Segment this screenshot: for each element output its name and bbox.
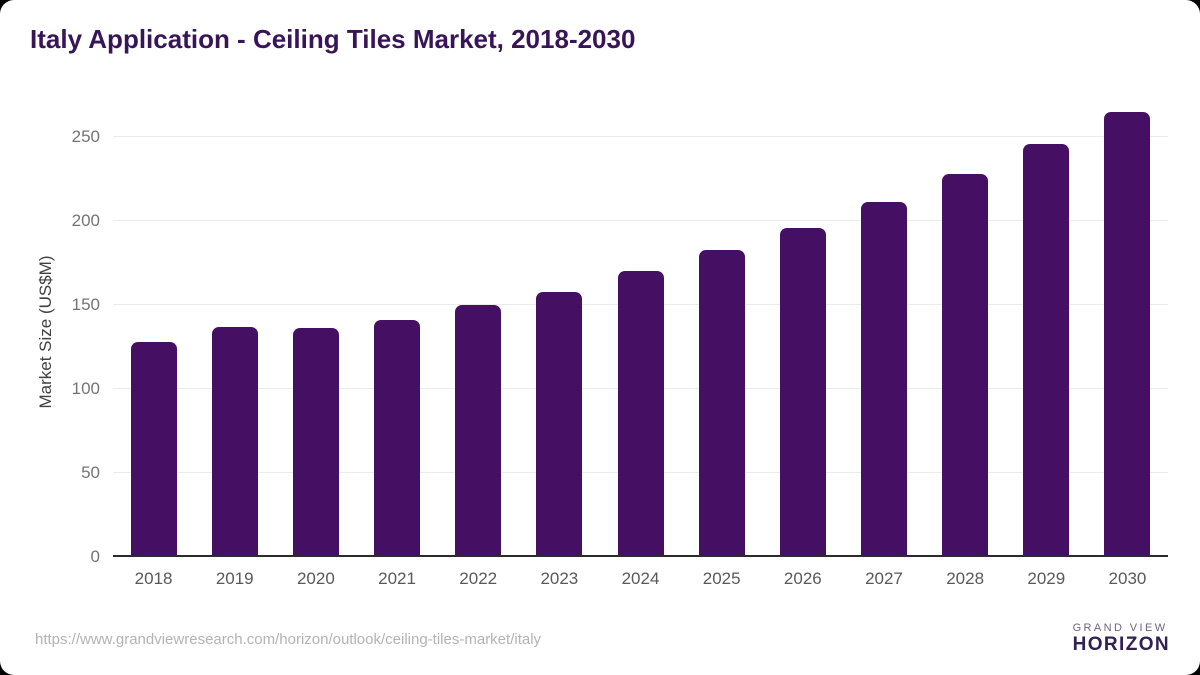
x-tick-label-2026: 2026	[783, 569, 822, 588]
chart-title: Italy Application - Ceiling Tiles Market…	[30, 24, 636, 54]
bar-2020	[292, 328, 339, 557]
y-tick-label-0: 0	[90, 547, 100, 566]
brand-logo: GRAND VIEW HORIZON	[1016, 617, 1170, 661]
y-tick-label-100: 100	[71, 378, 100, 398]
gridline-250	[113, 135, 1168, 137]
brand-name-horizon: HORIZON	[1072, 634, 1170, 656]
x-tick-label-2018: 2018	[134, 569, 173, 588]
x-tick-label-2025: 2025	[702, 569, 741, 588]
x-axis-line	[113, 555, 1168, 557]
bar-slot-2020	[275, 105, 356, 557]
bar-slot-2018	[113, 105, 194, 557]
x-tick-label-2027: 2027	[865, 569, 903, 588]
bar-2019	[211, 326, 258, 557]
y-tick-label-200: 200	[71, 210, 100, 230]
bar-slot-2019	[194, 105, 275, 557]
bar-2025	[698, 249, 745, 557]
bar-2023	[536, 291, 583, 557]
x-tick-label-2028: 2028	[946, 569, 985, 588]
brand-name-grand-view: GRAND VIEW	[1072, 621, 1168, 634]
bar-series	[113, 105, 1168, 557]
x-axis-tick-labels: 2018 2019 2020 2021 2022 2023 2024 2025 2026 2027…	[113, 569, 1168, 589]
y-tick-label-150: 150	[71, 294, 100, 314]
bar-slot-2022	[438, 105, 519, 557]
x-tick-label-2030: 2030	[1108, 569, 1147, 588]
gridline-200	[113, 219, 1168, 221]
bar-slot-2029	[1006, 105, 1087, 557]
bar-slot-2030	[1087, 105, 1168, 557]
source-url: https://www.grandviewresearch.com/horizo…	[35, 631, 542, 648]
bar-2022	[455, 304, 502, 557]
x-tick-label-2019: 2019	[215, 569, 254, 588]
bar-slot-2021	[356, 105, 437, 557]
bar-slot-2026	[762, 105, 843, 557]
brand-logo-text: GRAND VIEW HORIZON	[1073, 622, 1170, 656]
x-tick-label-2023: 2023	[540, 569, 579, 588]
bar-2029	[1023, 143, 1070, 557]
bar-slot-2024	[600, 105, 681, 557]
y-tick-label-50: 50	[81, 462, 100, 482]
bar-2028	[942, 173, 989, 557]
x-tick-label-2029: 2029	[1027, 569, 1066, 588]
bar-slot-2027	[843, 105, 924, 557]
x-tick-label-2024: 2024	[621, 569, 660, 588]
bar-slot-2028	[925, 105, 1006, 557]
plot-area	[113, 105, 1168, 557]
bar-2026	[779, 227, 826, 557]
bar-2024	[617, 271, 664, 557]
bar-2030	[1104, 111, 1151, 557]
bar-slot-2025	[681, 105, 762, 557]
y-tick-label-250: 250	[71, 126, 100, 146]
x-tick-label-2022: 2022	[459, 569, 498, 588]
bar-2027	[860, 202, 907, 557]
x-tick-label-2021: 2021	[378, 569, 416, 588]
bar-2018	[130, 341, 177, 557]
bar-slot-2023	[519, 105, 600, 557]
horizon-sun-icon	[1016, 617, 1060, 661]
bar-2021	[374, 320, 421, 557]
x-tick-label-2020: 2020	[296, 569, 335, 588]
